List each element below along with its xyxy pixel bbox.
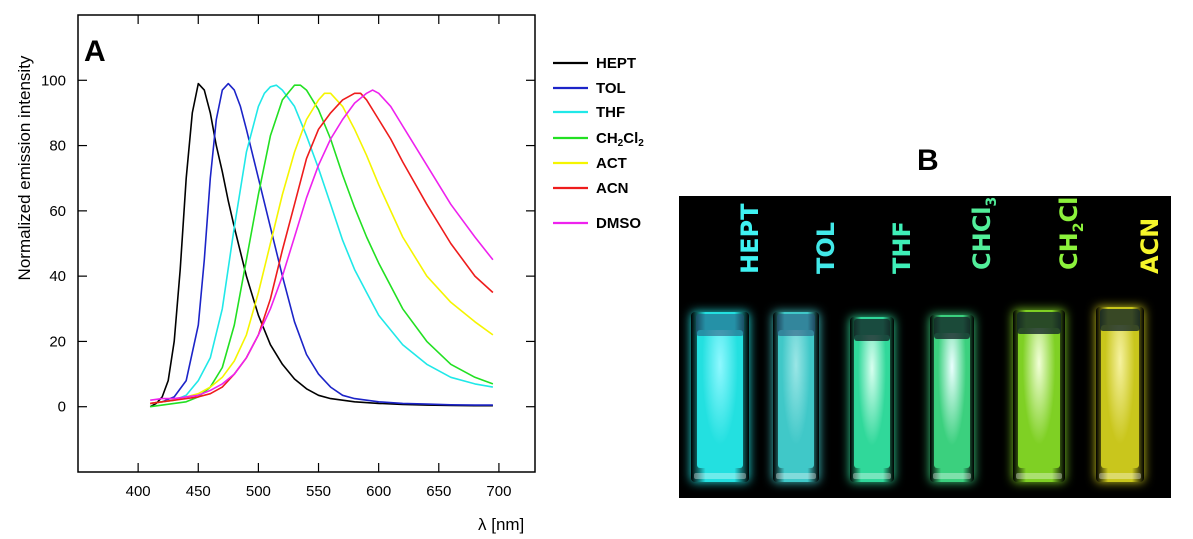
legend-text-part: TOL: [596, 80, 626, 97]
cuvette-4: [1013, 310, 1065, 482]
cuvette-glow: [696, 330, 744, 468]
series-line-0: [149, 82, 493, 408]
vial-label-subscript: 3: [983, 196, 1000, 207]
vial-label-text: ACN: [1136, 217, 1164, 274]
series-line-3: [150, 84, 494, 408]
legend-subscript: 2: [638, 138, 644, 149]
panel-b-letter: B: [917, 144, 939, 177]
cuvette-top: [1017, 312, 1061, 334]
legend-text-part: HEPT: [596, 55, 636, 72]
x-axis-title: λ [nm]: [478, 515, 524, 534]
legend-label: ACN: [596, 180, 629, 197]
cuvette-3: [930, 315, 974, 482]
x-tick-label: 550: [306, 483, 331, 500]
cuvette-glow: [1018, 328, 1060, 468]
x-tick-label: 650: [426, 483, 451, 500]
legend-text-part: ACN: [596, 180, 629, 197]
legend-label: ACT: [596, 155, 627, 172]
vial-label-text: CHCl: [968, 206, 996, 271]
legend-text-part: THF: [596, 104, 625, 121]
cuvette-glow: [934, 333, 970, 468]
legend-label: CH2Cl2: [596, 130, 644, 149]
cuvette-glow: [777, 330, 815, 468]
cuvette-top: [853, 319, 891, 341]
cuvette-5: [1096, 307, 1144, 482]
x-tick-label: 700: [486, 483, 511, 500]
x-tick-label: 600: [366, 483, 391, 500]
y-tick-label: 60: [49, 203, 66, 220]
cuvette-0: [691, 312, 749, 482]
y-axis-title: Normalized emission intensity: [15, 55, 34, 280]
y-tick-label: 80: [49, 138, 66, 155]
panel-a-chart: 400 450 500 550 600 650 700 0 20 40 60 80 100 HEPT TO…: [15, 14, 644, 534]
vial-label-2: THF: [858, 221, 918, 302]
legend-text-part: ACT: [596, 155, 627, 172]
cuvette-1: [773, 312, 819, 482]
panel-a-letter: A: [84, 35, 106, 68]
vial-label-subscript: 2: [1070, 222, 1087, 233]
legend-label: THF: [596, 104, 625, 121]
vial-label-subscript: 2: [1071, 196, 1087, 197]
cuvette-base: [775, 473, 817, 479]
cuvette-base: [1098, 473, 1142, 479]
cuvette-base: [852, 473, 892, 479]
cuvette-base: [932, 473, 972, 479]
cuvette-glow: [1100, 325, 1140, 468]
series-line-4: [150, 92, 494, 405]
vial-label-text: HEPT: [736, 203, 764, 274]
legend-subscript: 2: [618, 138, 624, 149]
vial-label-text: CH: [1055, 232, 1083, 271]
legend-text-part: DMSO: [596, 215, 641, 232]
y-tick-label: 100: [41, 72, 66, 89]
cuvette-glow: [854, 335, 890, 468]
series-line-1: [150, 82, 493, 406]
vial-label-3: CHCl3: [938, 197, 1000, 302]
legend-label: DMSO: [596, 215, 641, 232]
legend-text-part: Cl: [623, 130, 638, 147]
cuvette-top: [776, 314, 816, 336]
plot-frame: [77, 14, 536, 473]
legend-label: TOL: [596, 80, 626, 97]
cuvette-top: [1099, 309, 1141, 331]
vial-label-4: CH2Cl2: [1025, 196, 1087, 302]
vials-photo: HEPTTOLTHFCHCl3CH2Cl2ACN: [679, 196, 1171, 498]
legend-text-part: CH: [596, 130, 618, 147]
series-line-5: [150, 92, 494, 405]
cuvette-base: [1016, 473, 1062, 479]
cuvette-2: [850, 317, 894, 482]
cuvette-top: [933, 317, 971, 339]
vial-label-text: Cl: [1055, 196, 1083, 223]
legend-label: HEPT: [596, 55, 636, 72]
cuvette-base: [694, 473, 746, 479]
vial-label-text: TOL: [812, 221, 840, 274]
series-line-2: [150, 84, 494, 405]
vial-label-text: THF: [888, 221, 916, 274]
x-tick-label: 450: [186, 483, 211, 500]
vial-label-0: HEPT: [706, 204, 766, 302]
series-line-6: [150, 89, 494, 401]
y-tick-label: 20: [49, 333, 66, 350]
x-tick-label: 400: [126, 483, 151, 500]
y-tick-label: 0: [58, 399, 66, 416]
cuvette-top: [695, 314, 745, 336]
vial-label-1: TOL: [782, 222, 842, 302]
x-tick-label: 500: [246, 483, 271, 500]
y-tick-label: 40: [49, 268, 66, 285]
vial-label-5: ACN: [1106, 218, 1166, 302]
